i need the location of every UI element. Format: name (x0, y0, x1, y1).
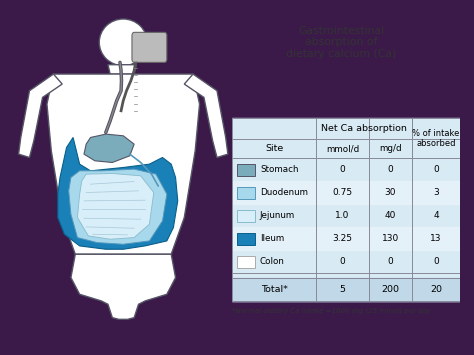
Polygon shape (108, 65, 137, 74)
Polygon shape (71, 254, 175, 320)
Bar (232, 278, 460, 301)
Text: 0: 0 (388, 257, 393, 266)
Text: 5: 5 (339, 285, 346, 294)
Text: Colon: Colon (260, 257, 285, 266)
Text: mg/d: mg/d (379, 144, 401, 153)
Text: Stomach: Stomach (260, 165, 298, 174)
Text: Ileum: Ileum (260, 234, 284, 243)
Text: Net Ca absorption: Net Ca absorption (321, 124, 407, 133)
Polygon shape (184, 74, 228, 158)
Text: Jejunum: Jejunum (260, 211, 295, 220)
Text: 20: 20 (430, 285, 442, 294)
Text: 0: 0 (433, 165, 439, 174)
Polygon shape (84, 134, 134, 163)
Bar (232, 181, 460, 204)
Text: % of intake
absorbed: % of intake absorbed (412, 129, 460, 148)
Bar (237, 164, 255, 176)
Text: 30: 30 (384, 189, 396, 197)
Text: 40: 40 (385, 211, 396, 220)
Text: 0: 0 (388, 165, 393, 174)
Bar (237, 233, 255, 245)
Polygon shape (18, 74, 62, 158)
Text: 200: 200 (382, 285, 400, 294)
Text: Duodenum: Duodenum (260, 189, 308, 197)
Text: *Normal dietary Ca intake =1000 mg (25 mmol) per day: *Normal dietary Ca intake =1000 mg (25 m… (232, 307, 431, 314)
Bar (237, 256, 255, 268)
Text: 130: 130 (382, 234, 399, 243)
Polygon shape (47, 74, 200, 254)
FancyBboxPatch shape (132, 32, 167, 62)
Text: Gastrointestinal
absorption of
dietary calcium (Ca): Gastrointestinal absorption of dietary c… (286, 26, 397, 59)
Polygon shape (58, 137, 178, 249)
Text: Site: Site (265, 144, 283, 153)
Text: 4: 4 (433, 211, 439, 220)
Text: 0: 0 (340, 257, 346, 266)
Text: 0: 0 (340, 165, 346, 174)
Text: 3.25: 3.25 (333, 234, 353, 243)
Text: 3: 3 (433, 189, 439, 197)
Text: 13: 13 (430, 234, 442, 243)
Text: 0.75: 0.75 (333, 189, 353, 197)
Bar (232, 118, 460, 301)
Text: 0: 0 (433, 257, 439, 266)
Polygon shape (77, 174, 154, 239)
Ellipse shape (99, 19, 147, 66)
Text: mmol/d: mmol/d (326, 144, 359, 153)
Polygon shape (69, 169, 167, 244)
Text: Total*: Total* (261, 285, 288, 294)
Bar (237, 210, 255, 222)
Text: 1.0: 1.0 (336, 211, 350, 220)
Bar (232, 227, 460, 250)
Bar (237, 187, 255, 198)
